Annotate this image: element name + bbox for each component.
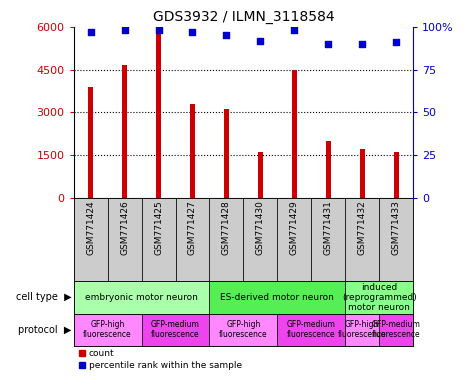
Text: protocol  ▶: protocol ▶ [18,325,71,335]
Bar [258,152,263,198]
Bar [74,281,209,314]
Text: GFP-high
fluorescence: GFP-high fluorescence [219,320,268,339]
Point [256,38,264,44]
Text: embryonic motor neuron: embryonic motor neuron [85,293,198,302]
Legend: count, percentile rank within the sample: count, percentile rank within the sample [78,349,242,370]
Bar [122,65,127,198]
Bar [345,281,413,314]
Bar [345,198,379,281]
Bar [190,104,195,198]
Text: GSM771429: GSM771429 [290,200,299,255]
Point [291,27,298,33]
Text: GFP-high
fluorescence: GFP-high fluorescence [338,320,387,339]
Bar [379,314,413,346]
Point [223,32,230,38]
Title: GDS3932 / ILMN_3118584: GDS3932 / ILMN_3118584 [152,10,334,25]
Bar [88,87,93,198]
Bar [156,30,161,198]
Bar [277,314,345,346]
Bar [394,152,399,198]
Point [324,41,332,47]
Text: ES-derived motor neuron: ES-derived motor neuron [220,293,334,302]
Text: GSM771433: GSM771433 [392,200,401,255]
Bar [209,198,243,281]
Bar [243,198,277,281]
Bar [360,149,365,198]
Bar [209,314,277,346]
Bar [74,314,142,346]
Bar [209,281,345,314]
Bar [312,198,345,281]
Text: GSM771426: GSM771426 [120,200,129,255]
Text: induced
(reprogrammed)
motor neuron: induced (reprogrammed) motor neuron [342,283,417,312]
Text: GSM771424: GSM771424 [86,200,95,255]
Point [121,27,128,33]
Text: cell type  ▶: cell type ▶ [16,293,71,303]
Point [155,27,162,33]
Bar [345,314,379,346]
Text: GSM771430: GSM771430 [256,200,265,255]
Bar [292,70,297,198]
Point [87,29,95,35]
Bar [176,198,209,281]
Bar [142,314,209,346]
Text: GFP-medium
fluorescence: GFP-medium fluorescence [287,320,336,339]
Bar [142,198,176,281]
Text: GSM771432: GSM771432 [358,200,367,255]
Text: GSM771428: GSM771428 [222,200,231,255]
Point [189,29,196,35]
Text: GSM771425: GSM771425 [154,200,163,255]
Bar [277,198,311,281]
Bar [107,198,142,281]
Text: GFP-medium
fluorescence: GFP-medium fluorescence [372,320,421,339]
Text: GSM771431: GSM771431 [324,200,333,255]
Bar [379,198,413,281]
Text: GFP-high
fluorescence: GFP-high fluorescence [83,320,132,339]
Bar [224,109,229,198]
Bar [74,198,107,281]
Text: GSM771427: GSM771427 [188,200,197,255]
Point [359,41,366,47]
Point [392,39,400,45]
Text: GFP-medium
fluorescence: GFP-medium fluorescence [151,320,200,339]
Bar [326,141,331,198]
